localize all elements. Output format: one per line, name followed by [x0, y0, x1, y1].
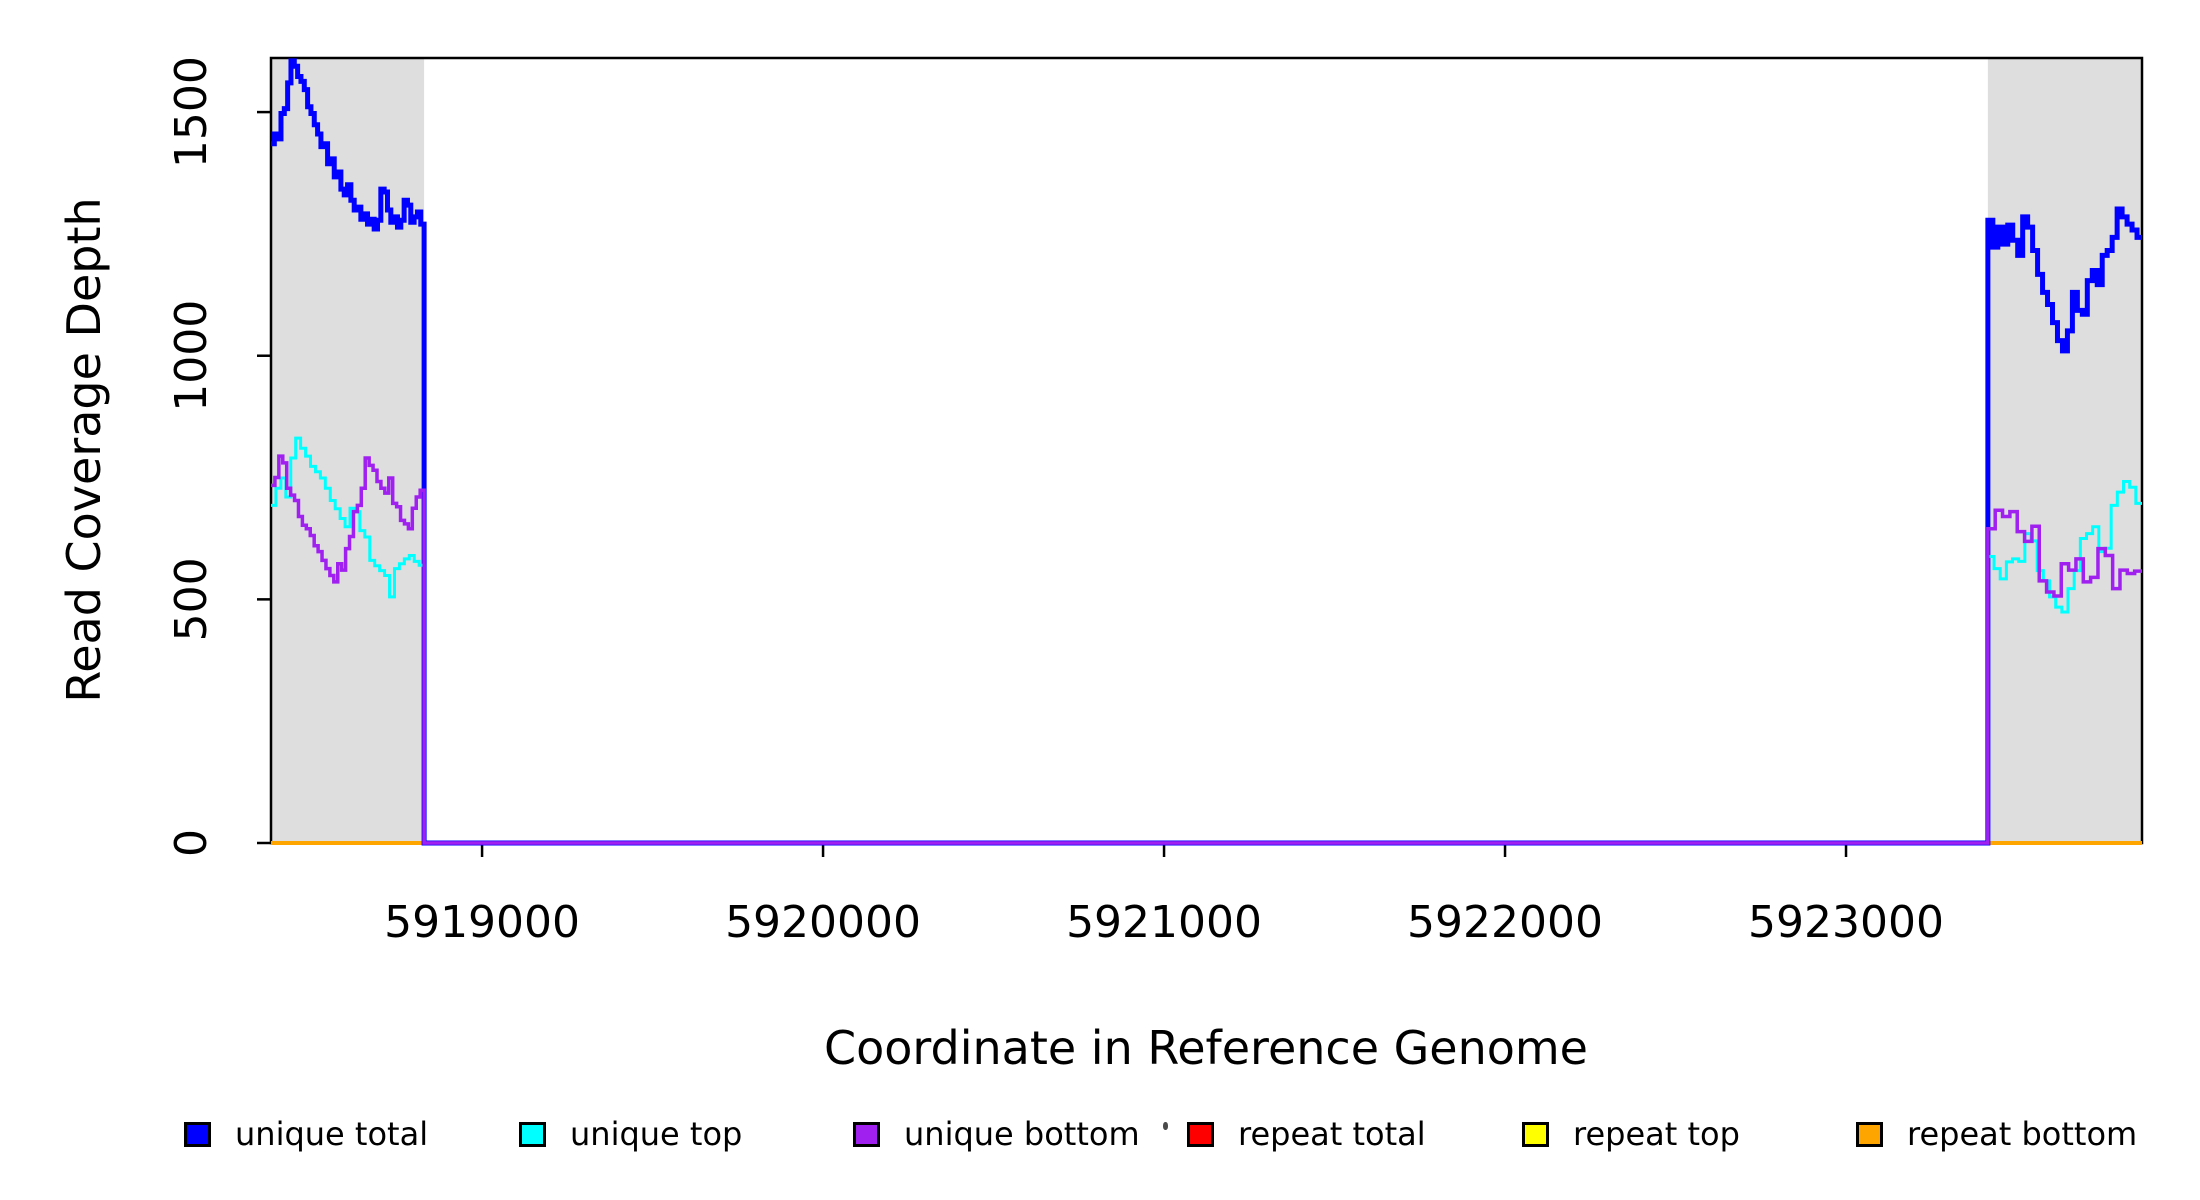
x-tick-label: 5922000: [1407, 897, 1603, 948]
legend-entry-repeat-bottom: repeat bottom: [1856, 1115, 2138, 1153]
x-tick-label: 5919000: [384, 897, 580, 948]
legend-label: unique bottom: [904, 1115, 1140, 1153]
legend-entry-unique-top: unique top: [519, 1115, 743, 1153]
series-line-unique-bottom: [271, 454, 2142, 845]
legend-entry-unique-bottom: unique bottom: [853, 1115, 1140, 1153]
legend-label: repeat top: [1573, 1115, 1740, 1153]
shaded-region-0: [271, 58, 425, 843]
y-tick-label: 0: [166, 829, 217, 857]
plot-box: [269, 56, 2144, 845]
y-axis-title: Read Coverage Depth: [57, 197, 111, 703]
series-line-unique-top: [271, 436, 2142, 845]
legend-entry-unique-total: unique total: [184, 1115, 429, 1153]
legend-swatch-repeat-bottom: [1856, 1121, 1883, 1147]
series-line-unique-total: [271, 58, 2142, 846]
x-tick-label: 5920000: [725, 897, 921, 948]
legend-swatch-unique-bottom: [853, 1121, 880, 1147]
legend-label: repeat bottom: [1907, 1115, 2138, 1153]
legend-swatch-unique-top: [519, 1121, 546, 1147]
legend-swatch-repeat-total: [1187, 1121, 1214, 1147]
y-tick-label: 500: [166, 557, 217, 641]
x-tick-label: 5921000: [1066, 897, 1262, 948]
legend-entry-repeat-total: repeat total: [1187, 1115, 1426, 1153]
legend-swatch-repeat-top: [1522, 1121, 1549, 1147]
legend-swatch-unique-total: [184, 1121, 211, 1147]
legend-label: unique total: [235, 1115, 429, 1153]
legend-label: unique top: [570, 1115, 743, 1153]
legend-label: repeat total: [1238, 1115, 1426, 1153]
x-axis-title: Coordinate in Reference Genome: [824, 1021, 1588, 1075]
shaded-region-1: [1987, 58, 2142, 843]
y-tick-label: 1500: [166, 56, 217, 168]
legend-entry-repeat-top: repeat top: [1522, 1115, 1740, 1153]
y-tick-label: 1000: [166, 300, 217, 412]
x-tick-label: 5923000: [1748, 897, 1944, 948]
stray-mark: [1163, 1122, 1168, 1130]
